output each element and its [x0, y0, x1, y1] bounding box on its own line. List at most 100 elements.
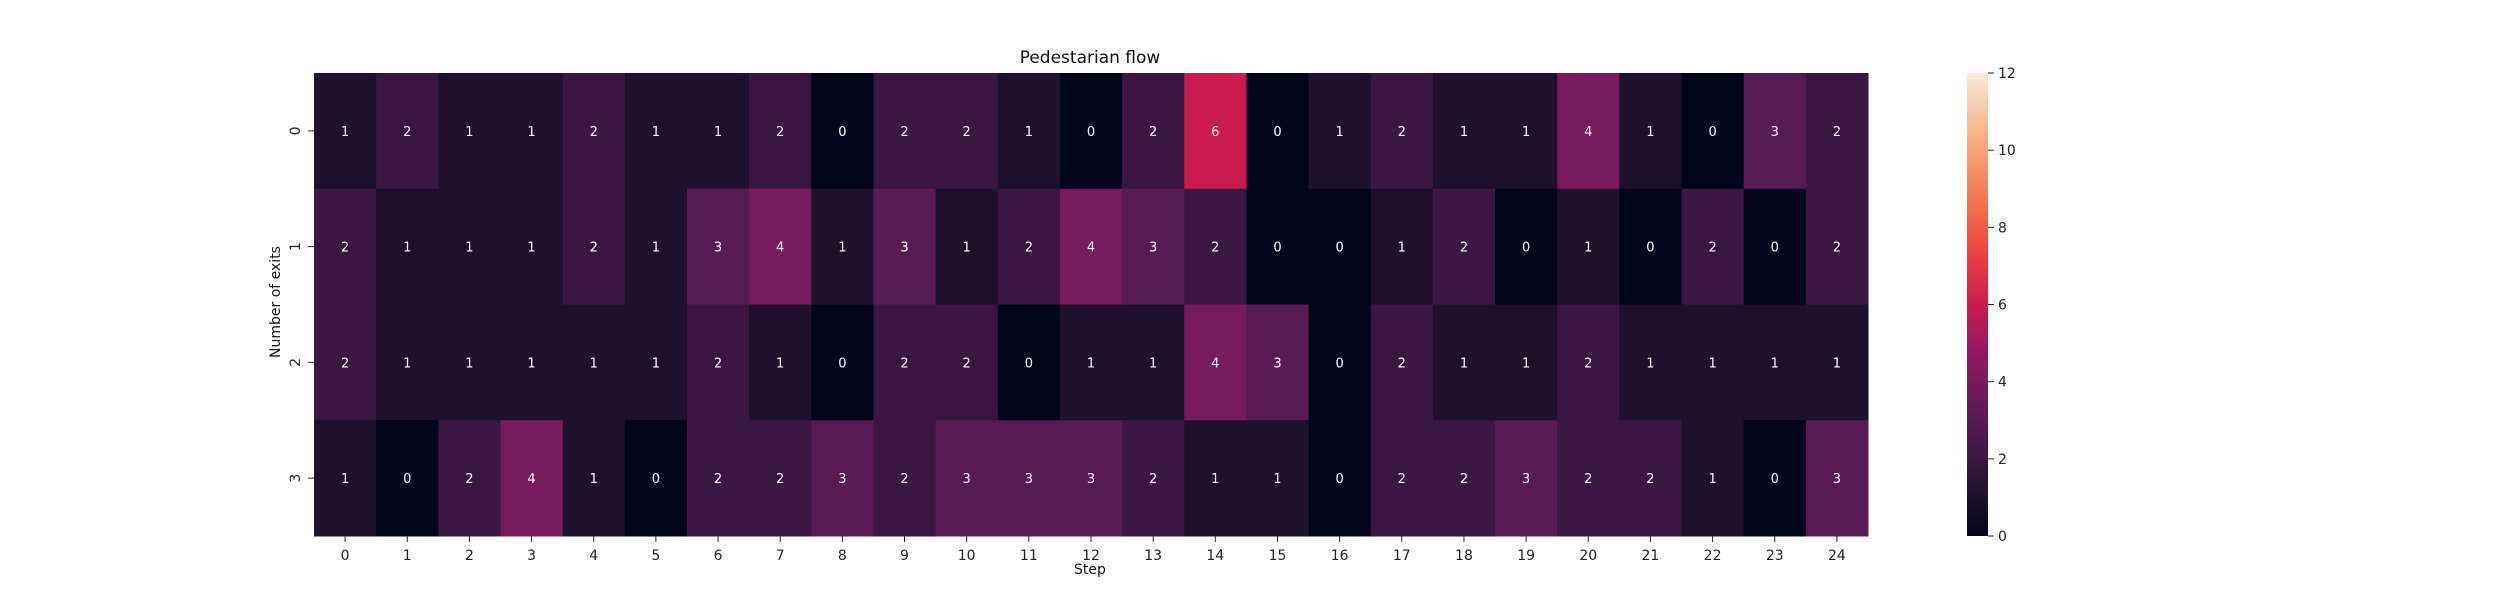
x-tick-label: 23: [1766, 548, 1784, 564]
heatmap-cell: [500, 420, 564, 537]
cell-value-label: 1: [652, 241, 660, 256]
cell-value-label: 0: [1335, 356, 1343, 371]
cell-value-label: 1: [1708, 356, 1716, 371]
heatmap-cell: [1122, 420, 1185, 537]
cell-value-label: 2: [1833, 241, 1841, 256]
heatmap-cell: [1308, 73, 1372, 190]
y-tick-label: 0: [288, 126, 304, 135]
cell-value-label: 0: [652, 472, 660, 487]
heatmap-cell: [1681, 420, 1745, 537]
heatmap-cell: [376, 73, 439, 190]
cell-value-label: 3: [714, 241, 722, 256]
cell-value-label: 2: [1398, 356, 1406, 371]
heatmap-cell: [935, 188, 999, 305]
heatmap-cell: [624, 420, 688, 537]
cell-value-label: 3: [900, 241, 908, 256]
cell-value-label: 2: [900, 472, 908, 487]
heatmap-cell: [1495, 188, 1558, 305]
heatmap-cell: [1743, 420, 1807, 537]
heatmap-cell: [1557, 304, 1620, 421]
heatmap-cell: [935, 304, 999, 421]
heatmap-cell: [1184, 304, 1247, 421]
heatmap-cell: [1370, 304, 1434, 421]
cell-value-label: 3: [1149, 241, 1157, 256]
heatmap-cell: [1619, 304, 1683, 421]
heatmap-cell: [1308, 188, 1372, 305]
cell-value-label: 1: [341, 125, 349, 140]
heatmap-cell: [873, 188, 937, 305]
cell-value-label: 1: [341, 472, 349, 487]
cell-value-label: 0: [1273, 125, 1281, 140]
cell-value-label: 2: [1149, 472, 1157, 487]
heatmap-cell: [624, 304, 688, 421]
x-tick-label: 13: [1144, 548, 1162, 564]
colorbar-tick-label: 6: [1998, 298, 2007, 314]
heatmap-cell: [811, 304, 874, 421]
x-tick-label: 21: [1642, 548, 1660, 564]
heatmap-cell: [1059, 188, 1123, 305]
heatmap-cell: [1432, 188, 1496, 305]
cell-value-label: 1: [465, 356, 473, 371]
cell-value-label: 3: [1087, 472, 1095, 487]
cell-value-label: 0: [1273, 241, 1281, 256]
cell-value-label: 1: [714, 125, 722, 140]
heatmap-cell: [1619, 420, 1683, 537]
cell-value-label: 2: [900, 125, 908, 140]
x-tick-label: 0: [341, 548, 350, 564]
colorbar: [1967, 73, 1988, 536]
x-tick-label: 11: [1020, 548, 1038, 564]
y-tick-label: 3: [288, 474, 304, 483]
colorbar-tick-label: 4: [1998, 375, 2007, 391]
heatmap-cell: [1557, 188, 1620, 305]
cell-value-label: 0: [403, 472, 411, 487]
heatmap-cell: [1805, 420, 1869, 537]
heatmap-cell: [935, 420, 999, 537]
cell-value-label: 0: [1771, 472, 1779, 487]
cell-value-label: 1: [1460, 125, 1468, 140]
cell-value-label: 1: [1833, 356, 1841, 371]
cell-value-label: 1: [465, 125, 473, 140]
cell-value-label: 1: [403, 241, 411, 256]
heatmap-cell: [686, 420, 750, 537]
heatmap-cell: [749, 420, 812, 537]
cell-value-label: 3: [963, 472, 971, 487]
cell-value-label: 2: [1398, 125, 1406, 140]
cell-value-label: 2: [590, 125, 598, 140]
x-tick-label: 16: [1331, 548, 1349, 564]
colorbar-tick-label: 8: [1998, 220, 2007, 236]
cell-value-label: 0: [1335, 241, 1343, 256]
cell-value-label: 4: [1087, 241, 1095, 256]
cell-value-label: 4: [776, 241, 784, 256]
cell-value-label: 2: [341, 241, 349, 256]
colorbar-tick-label: 0: [1998, 529, 2007, 545]
cell-value-label: 2: [1398, 472, 1406, 487]
heatmap-cell: [1743, 188, 1807, 305]
heatmap-cell: [1059, 420, 1123, 537]
heatmap-cell: [1370, 188, 1434, 305]
heatmap-cell: [1432, 73, 1496, 190]
cell-value-label: 2: [341, 356, 349, 371]
heatmap-cell: [1805, 304, 1869, 421]
cell-value-label: 1: [527, 241, 535, 256]
cell-value-label: 0: [1087, 125, 1095, 140]
cell-value-label: 1: [403, 356, 411, 371]
cell-value-label: 2: [1708, 241, 1716, 256]
x-tick-label: 12: [1082, 548, 1100, 564]
cell-value-label: 2: [1460, 472, 1468, 487]
cell-value-label: 2: [963, 125, 971, 140]
cell-value-label: 2: [403, 125, 411, 140]
heatmap-cell: [438, 420, 501, 537]
heatmap-cell: [1495, 304, 1558, 421]
x-tick-label: 6: [714, 548, 723, 564]
cell-value-label: 2: [1646, 472, 1654, 487]
heatmap-cell: [1122, 73, 1185, 190]
cell-value-label: 1: [465, 241, 473, 256]
cell-value-label: 0: [838, 125, 846, 140]
heatmap-cell: [1246, 304, 1310, 421]
cell-value-label: 3: [1273, 356, 1281, 371]
x-tick-label: 20: [1579, 548, 1597, 564]
cell-value-label: 1: [1149, 356, 1157, 371]
heatmap-cell: [873, 73, 937, 190]
heatmap-cell: [314, 73, 377, 190]
heatmap-cell: [1681, 304, 1745, 421]
